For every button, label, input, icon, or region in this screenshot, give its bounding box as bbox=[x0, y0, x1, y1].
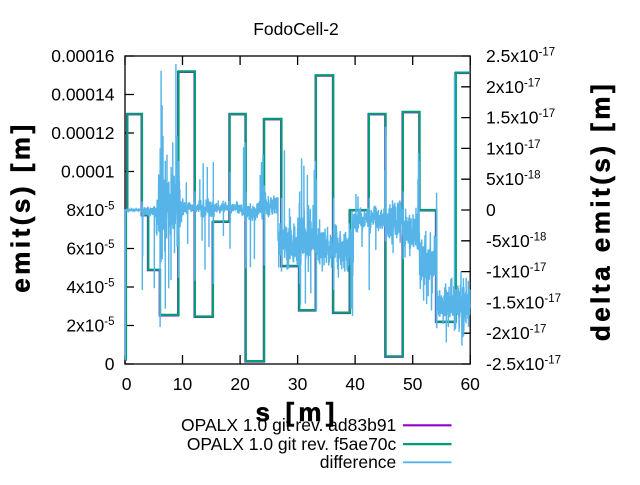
svg-text:50: 50 bbox=[403, 374, 423, 394]
svg-text:1.5x10-17: 1.5x10-17 bbox=[486, 108, 555, 128]
svg-text:difference: difference bbox=[320, 452, 397, 472]
svg-text:40: 40 bbox=[345, 374, 365, 394]
svg-text:0: 0 bbox=[105, 354, 115, 374]
svg-text:6x10-5: 6x10-5 bbox=[66, 239, 114, 259]
svg-text:-2.5x10-17: -2.5x10-17 bbox=[486, 354, 561, 374]
svg-text:FodoCell-2: FodoCell-2 bbox=[253, 19, 339, 39]
svg-text:delta emit(s) [m]: delta emit(s) [m] bbox=[586, 81, 616, 341]
svg-text:s [m]: s [m] bbox=[255, 397, 338, 427]
svg-text:20: 20 bbox=[230, 374, 250, 394]
svg-text:0: 0 bbox=[486, 200, 496, 220]
svg-text:OPALX 1.0 git rev. f5ae70c: OPALX 1.0 git rev. f5ae70c bbox=[187, 434, 397, 454]
svg-text:8x10-5: 8x10-5 bbox=[66, 200, 114, 220]
svg-text:0: 0 bbox=[122, 374, 132, 394]
svg-text:2x10-5: 2x10-5 bbox=[66, 316, 114, 336]
svg-text:0.00016: 0.00016 bbox=[51, 46, 114, 66]
svg-text:0.00014: 0.00014 bbox=[51, 85, 115, 105]
svg-text:emit(s) [m]: emit(s) [m] bbox=[6, 121, 36, 292]
svg-text:OPALX 1.0 git rev. ad83b91: OPALX 1.0 git rev. ad83b91 bbox=[181, 415, 396, 435]
svg-text:10: 10 bbox=[173, 374, 193, 394]
svg-text:4x10-5: 4x10-5 bbox=[66, 277, 114, 297]
svg-text:0.00012: 0.00012 bbox=[51, 123, 114, 143]
svg-text:2.5x10-17: 2.5x10-17 bbox=[486, 46, 555, 66]
svg-text:60: 60 bbox=[460, 374, 480, 394]
svg-text:0.0001: 0.0001 bbox=[61, 162, 115, 182]
svg-text:-1.5x10-17: -1.5x10-17 bbox=[486, 292, 561, 312]
svg-text:30: 30 bbox=[288, 374, 308, 394]
